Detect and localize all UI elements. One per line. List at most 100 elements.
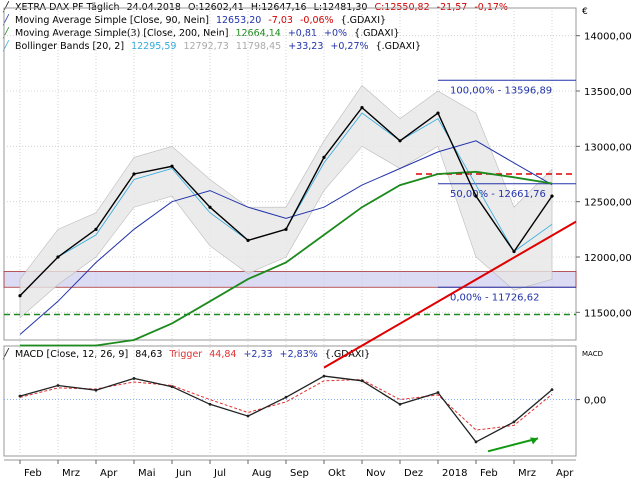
- legend-bollinger-mid: 12295,59: [131, 41, 177, 52]
- month-label: Jul: [213, 468, 226, 479]
- grid: [3, 7, 577, 461]
- macd-point: [284, 395, 288, 399]
- macd-point: [360, 379, 364, 383]
- ma90-line: [19, 140, 553, 335]
- price-point: [360, 106, 364, 110]
- legend-ma90-change: -7,03: [268, 15, 293, 26]
- month-label: 2018: [442, 468, 467, 479]
- macd-point: [56, 384, 60, 387]
- price-point: [398, 139, 402, 143]
- legend-ma90-symbol: {.GDAXI}: [340, 15, 387, 26]
- price-panel-frame: [3, 7, 577, 341]
- macd-chart: [18, 374, 554, 453]
- trend-line: [323, 220, 577, 369]
- legend-ma200-label: Moving Average Simple(3) [Close, 200, Ne…: [15, 28, 229, 39]
- macd-point: [132, 377, 136, 380]
- month-label: Apr: [100, 468, 118, 479]
- price-point: [550, 194, 554, 198]
- divergence-arrowhead: [530, 437, 538, 445]
- month-label: Feb: [480, 468, 498, 479]
- legend-bollinger-change: +33,23: [288, 41, 324, 52]
- price-tick-label: 14000,00: [584, 32, 632, 43]
- macd-point: [512, 420, 516, 424]
- macd-point: [550, 388, 554, 392]
- price-tick-label: 13500,00: [584, 87, 632, 98]
- price-point: [322, 155, 326, 159]
- divergence-arrow: [487, 437, 539, 453]
- macd-point: [170, 385, 174, 389]
- macd-tick-label: 0,00: [584, 396, 606, 407]
- bollinger-series-icon: ╱: [3, 41, 9, 52]
- price-point: [436, 111, 440, 115]
- fibonacci-label: 50,00% - 12661,76: [450, 189, 546, 200]
- price-point: [512, 249, 516, 254]
- price-point: [170, 164, 174, 168]
- price-tick-label: 12000,00: [584, 253, 632, 264]
- legend-ma90-label: Moving Average Simple [Close, 90, Nein]: [15, 15, 209, 26]
- legend-macd-label: MACD [Close, 12, 26, 9]: [15, 349, 129, 360]
- macd-axis-title: MACD: [582, 350, 603, 358]
- legend-macd-trigger-label: Trigger: [169, 349, 203, 360]
- price-point: [18, 294, 22, 298]
- month-label: Aug: [252, 468, 272, 479]
- support-zone: [3, 270, 577, 288]
- price-chart: 100,00% - 13596,89 50,00% - 12661,76 0,00%…: [3, 79, 577, 369]
- month-label: Mrz: [62, 468, 80, 479]
- month-label: Apr: [556, 468, 574, 479]
- legend-macd-trigger-value: 44,84: [209, 349, 237, 360]
- currency-label: €: [582, 7, 588, 17]
- macd-point: [322, 374, 326, 378]
- legend-bollinger-lower: 11798,45: [235, 41, 282, 52]
- legend-bollinger: ╱ Bollinger Bands [20, 2] 12295,59 12792…: [2, 41, 425, 53]
- legend-bollinger-label: Bollinger Bands [20, 2]: [15, 41, 125, 52]
- month-label: Feb: [24, 468, 42, 479]
- price-point: [246, 238, 250, 242]
- month-label: Dez: [404, 468, 423, 479]
- fibonacci-label: 100,00% - 13596,89: [450, 85, 552, 96]
- fibonacci-label: 0,00% - 11726,62: [450, 292, 539, 303]
- legend-bollinger-symbol: {.GDAXI}: [375, 41, 422, 52]
- price-point: [56, 255, 60, 259]
- price-point: [284, 227, 288, 231]
- macd-point: [436, 391, 440, 394]
- month-label: Jun: [175, 468, 192, 479]
- price-point: [474, 194, 478, 198]
- month-label: Nov: [366, 468, 386, 479]
- month-label: Sep: [290, 468, 309, 479]
- legend-macd-change: +2,33: [243, 349, 273, 360]
- price-tick-label: 11500,00: [584, 308, 632, 319]
- ma200-line: [20, 170, 553, 347]
- price-point: [208, 205, 212, 209]
- legend-macd-value: 84,63: [135, 349, 163, 360]
- ma90-series-icon: ╱: [3, 15, 9, 26]
- price-tick-label: 12500,00: [584, 198, 632, 209]
- legend-ma90-value: 12653,20: [215, 15, 262, 26]
- macd-point: [18, 394, 22, 398]
- legend-bollinger-upper: 12792,73: [183, 41, 229, 52]
- price-point: [132, 172, 136, 176]
- macd-point: [208, 402, 212, 406]
- legend-ma200-value: 12664,14: [235, 28, 281, 39]
- legend-ma200: ╱ Moving Average Simple(3) [Close, 200, …: [2, 28, 404, 40]
- month-label: Mai: [138, 468, 156, 479]
- month-label: Okt: [328, 468, 346, 479]
- macd-point: [474, 440, 478, 444]
- macd-series-icon: ╱: [3, 349, 9, 360]
- bollinger-band: [19, 85, 553, 319]
- legend-ma90-change-pct: -0,06%: [299, 15, 334, 26]
- axes: 14000,00 13500,00 13000,00 12500,00 12000,00…: [19, 7, 632, 479]
- price-point: [94, 227, 98, 231]
- macd-line: [19, 375, 553, 443]
- month-label: Mrz: [518, 468, 536, 479]
- macd-point: [246, 414, 250, 418]
- macd-panel-frame: [3, 345, 577, 457]
- macd-point: [398, 402, 402, 406]
- macd-point: [94, 388, 98, 392]
- legend-ma200-change-pct: +0%: [324, 28, 348, 39]
- legend-ma200-symbol: {.GDAXI}: [354, 28, 400, 39]
- legend-bollinger-change-pct: +0,27%: [330, 41, 369, 52]
- legend-ma200-change: +0,81: [287, 28, 317, 39]
- legend-ma90: ╱ Moving Average Simple [Close, 90, Nein…: [2, 15, 390, 27]
- legend-macd-change-pct: +2,83%: [279, 349, 318, 360]
